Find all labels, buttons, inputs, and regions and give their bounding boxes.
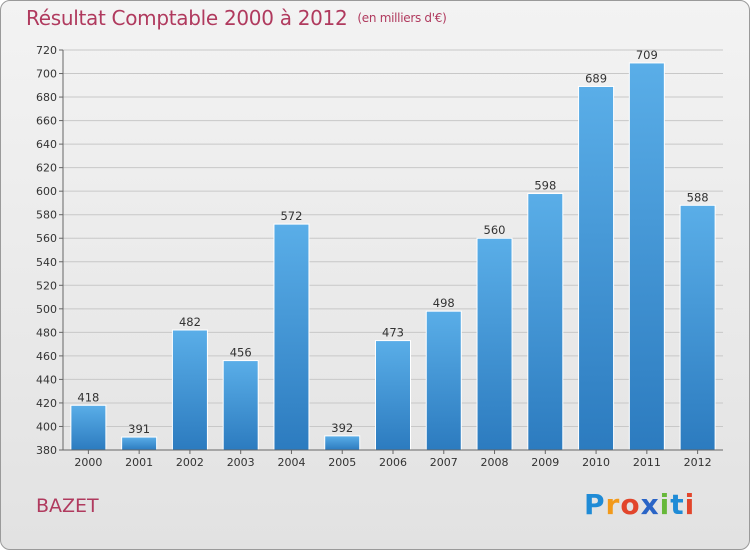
- y-tick-label: 520: [36, 279, 57, 292]
- y-tick-label: 680: [36, 91, 57, 104]
- chart-title-text: Résultat Comptable 2000 à 2012: [26, 6, 348, 30]
- bars: 418 391 482 456 572 392 473 498 560 598 689 709 588: [70, 48, 716, 451]
- logo-letter: t: [670, 488, 685, 521]
- value-label: 560: [484, 223, 506, 237]
- x-tick-label: 2000: [74, 456, 102, 469]
- x-tick-label: 2005: [328, 456, 356, 469]
- x-tick-label: 2002: [176, 456, 204, 469]
- y-tick-label: 700: [36, 68, 57, 81]
- logo-letter: P: [584, 488, 606, 521]
- value-label: 418: [77, 390, 99, 404]
- bar-2012: [679, 204, 716, 451]
- y-tick-label: 720: [36, 44, 57, 57]
- bar-2001: [121, 436, 158, 451]
- x-tick-label: 2001: [125, 456, 153, 469]
- logo-letter: x: [640, 488, 660, 521]
- value-label: 392: [331, 421, 353, 435]
- value-label: 572: [280, 209, 302, 223]
- y-tick-label: 500: [36, 303, 57, 316]
- bar-2002: [171, 329, 208, 451]
- bar-2005: [324, 435, 361, 451]
- y-tick-label: 420: [36, 397, 57, 410]
- chart-subtitle: (en milliers d'€): [357, 11, 447, 25]
- bar-2008: [476, 237, 513, 451]
- x-tick-label: 2009: [531, 456, 559, 469]
- bar-2004: [273, 223, 310, 451]
- logo-letter: i: [684, 488, 696, 521]
- bar-2007: [425, 310, 462, 451]
- x-tick-label: 2006: [379, 456, 407, 469]
- value-label: 473: [382, 326, 404, 340]
- value-label: 709: [636, 48, 658, 62]
- y-tick-label: 660: [36, 115, 57, 128]
- y-tick-label: 620: [36, 162, 57, 175]
- y-tick-label: 480: [36, 326, 57, 339]
- y-tick-label: 560: [36, 232, 57, 245]
- chart-title: Résultat Comptable 2000 à 2012 (en millie…: [26, 6, 447, 30]
- y-tick-label: 640: [36, 138, 57, 151]
- x-tick-label: 2010: [582, 456, 610, 469]
- value-label: 498: [433, 296, 455, 310]
- logo-letter: r: [605, 488, 621, 521]
- value-label: 456: [230, 346, 252, 360]
- logo-letter: i: [659, 488, 671, 521]
- value-label: 482: [179, 315, 201, 329]
- value-label: 391: [128, 422, 150, 436]
- y-tick-label: 600: [36, 185, 57, 198]
- logo-letter: o: [620, 488, 641, 521]
- y-tick-label: 580: [36, 209, 57, 222]
- value-label: 689: [585, 71, 607, 85]
- place-name: BAZET: [36, 495, 99, 517]
- y-tick-label: 400: [36, 420, 57, 433]
- y-tick-label: 440: [36, 373, 57, 386]
- bar-2003: [222, 360, 259, 451]
- y-tick-label: 460: [36, 350, 57, 363]
- bar-2011: [628, 62, 665, 451]
- y-tick-label: 380: [36, 444, 57, 457]
- bar-2006: [375, 340, 411, 451]
- x-tick-label: 2007: [430, 456, 458, 469]
- bar-2009: [527, 193, 564, 451]
- x-axis: 2000 2001 2002 2003 2004 2005 2006 2007 2008 2009…: [63, 449, 723, 469]
- value-label: 598: [534, 179, 556, 193]
- x-tick-label: 2008: [481, 456, 509, 469]
- bar-2010: [578, 85, 615, 451]
- proxiti-logo: Proxiti: [584, 488, 695, 521]
- x-tick-label: 2012: [684, 456, 712, 469]
- x-tick-label: 2004: [277, 456, 305, 469]
- x-tick-label: 2003: [227, 456, 255, 469]
- y-axis: 380 400 420 440 460 480 500 520 540 560 580 600 620 6…: [36, 44, 64, 457]
- value-label: 588: [687, 190, 709, 204]
- y-tick-label: 540: [36, 256, 57, 269]
- bar-2000: [70, 404, 107, 451]
- x-tick-label: 2011: [633, 456, 661, 469]
